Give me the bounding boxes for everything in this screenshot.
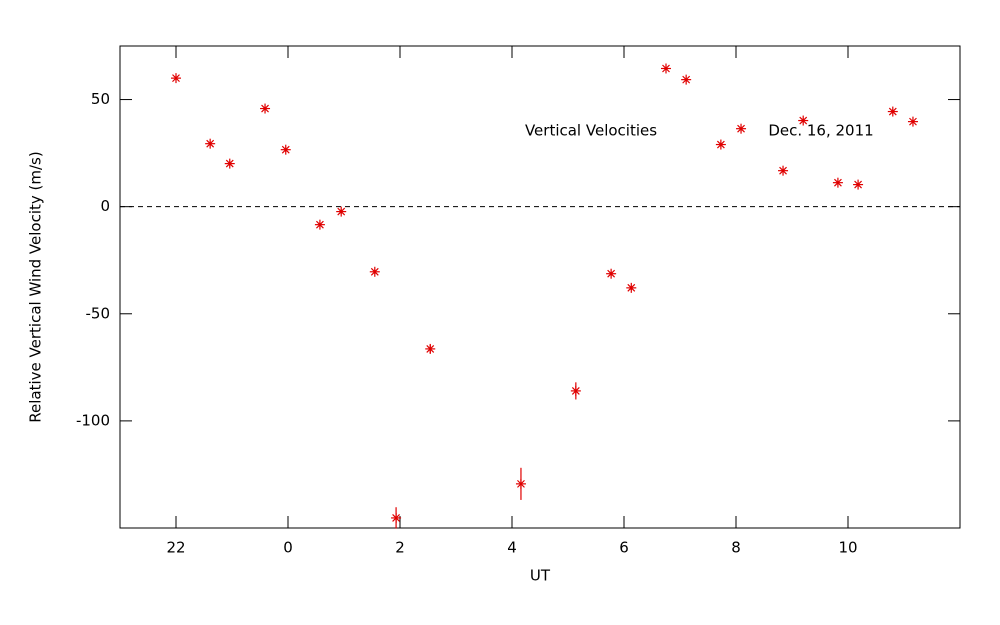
x-tick-label: 6 [619, 539, 629, 557]
point-stroke [571, 386, 580, 395]
point-stroke [682, 75, 691, 84]
point-stroke [737, 124, 745, 133]
point [570, 385, 581, 396]
point [661, 63, 671, 74]
y-axis-label: Relative Vertical Wind Velocity (m/s) [27, 151, 45, 422]
x-tick-label: 10 [838, 539, 857, 557]
point-stroke [426, 344, 435, 353]
x-tick-label: 0 [283, 539, 293, 557]
point-stroke [854, 180, 863, 189]
point [887, 106, 898, 117]
point-stroke [392, 514, 401, 522]
annotation: Dec. 16, 2011 [768, 122, 873, 140]
x-axis-label: UT [530, 567, 551, 585]
point [626, 282, 637, 293]
point-stroke [716, 140, 725, 149]
point [715, 139, 726, 150]
point [853, 179, 864, 190]
point [907, 116, 918, 127]
point [798, 115, 809, 126]
point [606, 268, 617, 279]
point-stroke [799, 116, 808, 125]
point [336, 206, 347, 217]
point [425, 343, 436, 354]
x-tick-label: 2 [395, 539, 405, 557]
point [171, 73, 181, 84]
point [205, 138, 216, 149]
point [369, 266, 380, 277]
point-stroke [281, 145, 290, 154]
point-stroke [225, 159, 234, 168]
x-tick-label: 4 [507, 539, 517, 557]
point-stroke [888, 107, 897, 116]
point-stroke [627, 283, 636, 292]
y-tick-label: -50 [86, 304, 111, 322]
point-stroke [337, 207, 346, 216]
point-stroke [261, 104, 269, 113]
point-stroke [607, 269, 616, 278]
x-tick-label: 8 [731, 539, 741, 557]
point-stroke [779, 166, 787, 175]
x-tick-label: 22 [166, 539, 185, 557]
y-tick-label: 0 [100, 197, 110, 215]
point-stroke [662, 64, 670, 73]
point [515, 478, 526, 489]
point [778, 165, 789, 176]
plot-frame [119, 45, 961, 529]
point [280, 144, 291, 155]
point [224, 158, 235, 169]
point-stroke [315, 220, 324, 229]
point-stroke [370, 267, 379, 276]
y-tick-label: -100 [76, 411, 110, 429]
point-stroke [517, 479, 525, 488]
point-stroke [172, 74, 180, 83]
point [391, 512, 402, 523]
point-stroke [909, 117, 917, 126]
point [832, 177, 843, 188]
point-stroke [206, 139, 215, 148]
point [260, 103, 271, 114]
point [736, 123, 747, 134]
annotation: Vertical Velocities [525, 122, 657, 140]
point [681, 74, 692, 85]
point-stroke [833, 178, 842, 187]
y-tick-label: 50 [91, 90, 110, 108]
point [314, 219, 325, 230]
